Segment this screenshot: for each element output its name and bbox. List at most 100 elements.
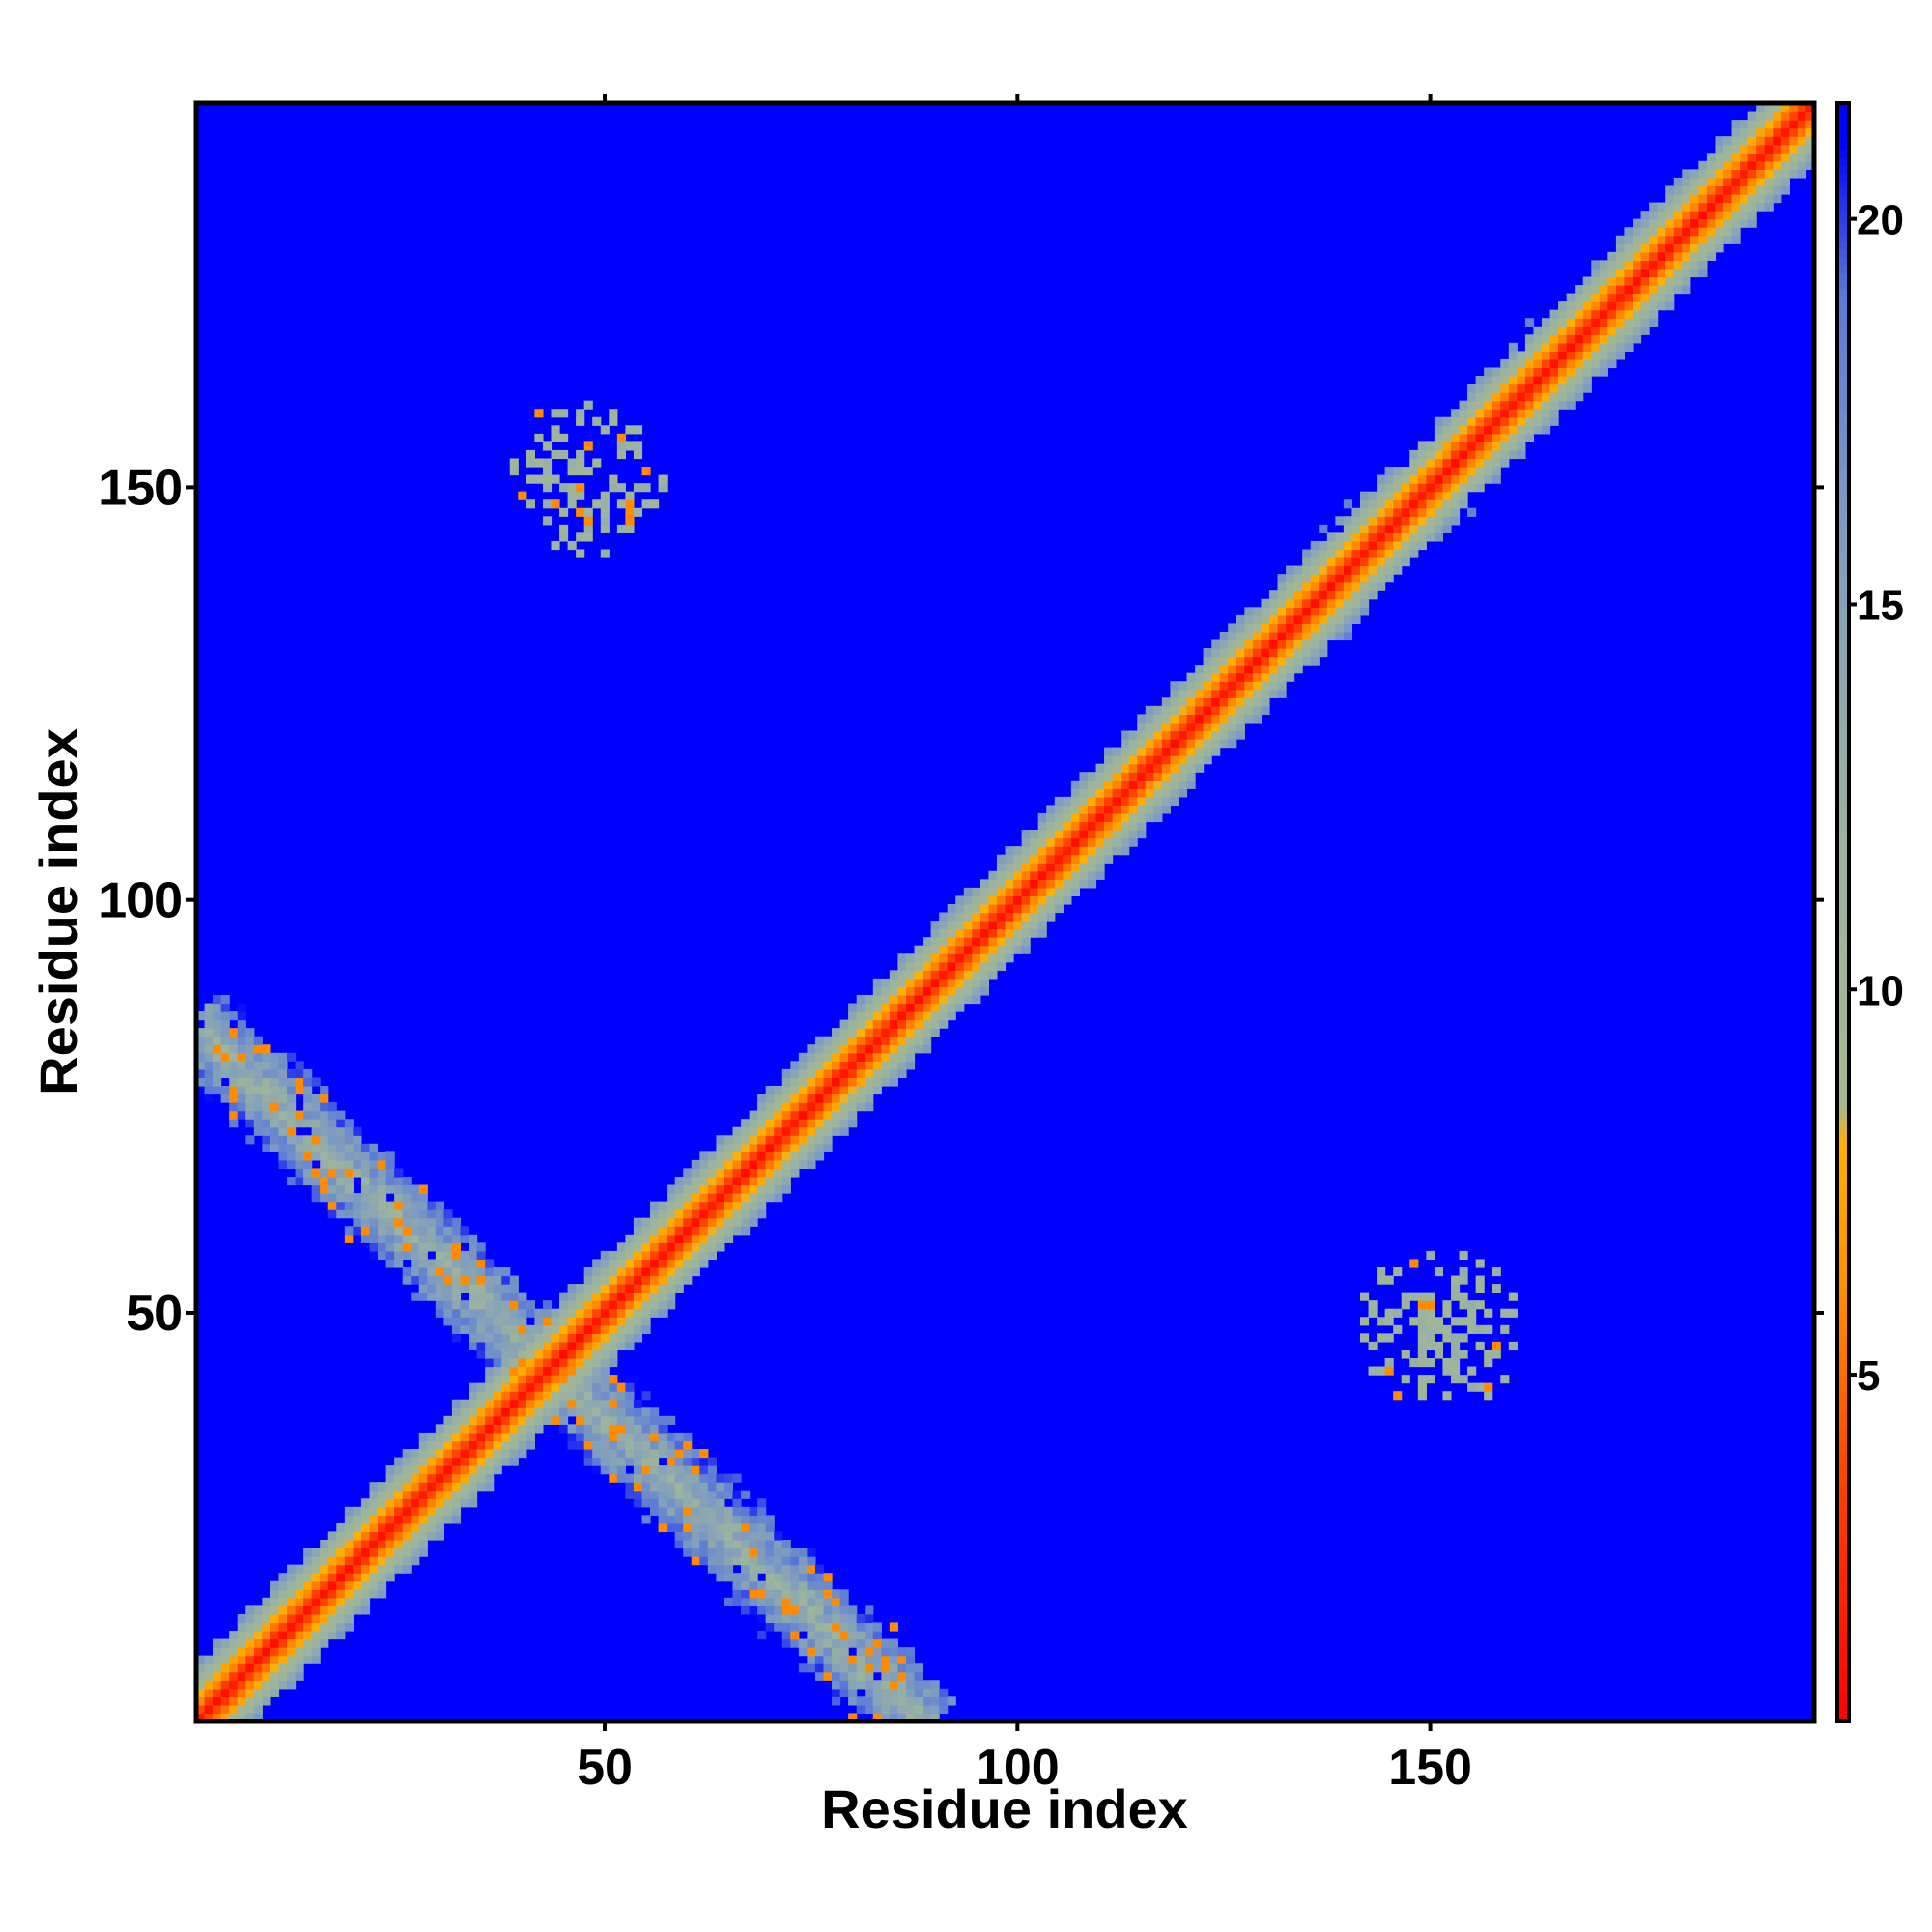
heatmap-cell — [1442, 499, 1452, 509]
heatmap-cell — [485, 1292, 495, 1301]
heatmap-cell — [1500, 384, 1510, 393]
heatmap-cell — [1541, 392, 1551, 402]
colorbar-segment — [1837, 1683, 1849, 1691]
heatmap-cell — [897, 970, 907, 980]
heatmap-cell — [1591, 285, 1601, 295]
heatmap-cell — [658, 1424, 668, 1434]
heatmap-cell — [1351, 524, 1361, 533]
heatmap-cell — [1690, 218, 1699, 228]
heatmap-cell — [262, 1638, 271, 1648]
heatmap-cell — [980, 986, 990, 996]
heatmap-cell — [667, 1482, 676, 1492]
heatmap-cell — [1310, 540, 1320, 551]
heatmap-cell — [1021, 887, 1031, 897]
heatmap-cell — [650, 1242, 660, 1252]
heatmap-cell — [732, 1473, 742, 1483]
heatmap-cell — [311, 1548, 321, 1557]
heatmap-cell — [905, 978, 916, 988]
heatmap-cell — [1343, 607, 1353, 616]
heatmap-cell — [814, 1597, 825, 1606]
heatmap-cell — [1426, 458, 1435, 468]
heatmap-cell — [856, 1019, 866, 1029]
colorbar-segment — [1837, 1197, 1849, 1207]
heatmap-cell — [724, 1209, 734, 1219]
heatmap-cell — [1450, 1292, 1461, 1301]
colorbar-segment — [1837, 1451, 1849, 1461]
heatmap-cell — [1747, 160, 1757, 170]
heatmap-cell — [1128, 747, 1138, 756]
heatmap-cell — [551, 474, 560, 484]
heatmap-cell — [567, 1324, 577, 1334]
heatmap-cell — [469, 1250, 478, 1261]
heatmap-cell — [509, 1375, 519, 1384]
heatmap-cell — [923, 961, 932, 971]
heatmap-cell — [1145, 780, 1154, 789]
heatmap-cell — [245, 1036, 255, 1045]
heatmap-cell — [1533, 342, 1543, 352]
heatmap-cell — [781, 1077, 791, 1087]
heatmap-cell — [378, 1531, 387, 1541]
heatmap-cell — [551, 1317, 560, 1326]
heatmap-cell — [1203, 656, 1212, 666]
heatmap-cell — [542, 458, 553, 468]
heatmap-cell — [196, 1036, 206, 1045]
heatmap-cell — [1351, 565, 1361, 575]
heatmap-cell — [616, 1399, 626, 1408]
heatmap-cell — [576, 458, 585, 468]
heatmap-cell — [378, 1250, 387, 1261]
heatmap-cell — [576, 409, 585, 418]
heatmap-cell — [1566, 400, 1576, 410]
heatmap-cell — [1384, 1366, 1394, 1376]
heatmap-cell — [1731, 153, 1741, 162]
heatmap-cell — [609, 1391, 618, 1401]
heatmap-cell — [1673, 260, 1683, 270]
heatmap-cell — [1268, 607, 1279, 616]
heatmap-cell — [667, 1457, 676, 1466]
colorbar-segment — [1837, 350, 1849, 358]
heatmap-cell — [905, 1036, 916, 1045]
heatmap-cell — [1558, 309, 1568, 319]
heatmap-cell — [509, 1350, 519, 1359]
heatmap-cell — [320, 1110, 329, 1120]
heatmap-cell — [641, 1292, 651, 1301]
heatmap-cell — [320, 1630, 329, 1640]
heatmap-cell — [287, 1671, 297, 1681]
colorbar-segment — [1837, 503, 1849, 513]
heatmap-cell — [220, 1647, 230, 1657]
heatmap-cell — [1640, 276, 1650, 286]
heatmap-cell — [872, 1044, 882, 1054]
heatmap-cell — [542, 1407, 553, 1417]
heatmap-cell — [1302, 656, 1312, 666]
heatmap-cell — [1046, 895, 1056, 905]
heatmap-cell — [1450, 467, 1461, 476]
heatmap-cell — [1261, 614, 1270, 624]
heatmap-cell — [1459, 409, 1468, 418]
heatmap-cell — [839, 1663, 849, 1673]
heatmap-cell — [691, 1522, 700, 1533]
heatmap-cell — [253, 1077, 263, 1087]
heatmap-cell — [303, 1655, 313, 1664]
heatmap-cell — [1244, 672, 1254, 682]
heatmap-cell — [303, 1589, 313, 1599]
heatmap-cell — [369, 1548, 379, 1557]
heatmap-cell — [1393, 507, 1403, 517]
heatmap-cell — [781, 1159, 791, 1170]
heatmap-cell — [1145, 755, 1154, 765]
heatmap-cell — [509, 1308, 519, 1318]
heatmap-cell — [353, 1226, 362, 1236]
heatmap-cell — [295, 1176, 304, 1186]
heatmap-cell — [518, 1341, 527, 1351]
heatmap-cell — [1319, 540, 1328, 551]
heatmap-cell — [1764, 202, 1774, 212]
heatmap-cell — [1558, 301, 1568, 311]
heatmap-cell — [865, 1011, 874, 1021]
heatmap-cell — [1021, 838, 1031, 847]
heatmap-cell — [213, 1671, 222, 1681]
heatmap-cell — [889, 1696, 899, 1706]
heatmap-cell — [650, 1226, 660, 1236]
heatmap-cell — [493, 1424, 502, 1434]
heatmap-cell — [641, 499, 651, 509]
heatmap-cell — [1673, 276, 1683, 286]
heatmap-cell — [774, 1159, 783, 1170]
heatmap-cell — [980, 961, 990, 971]
